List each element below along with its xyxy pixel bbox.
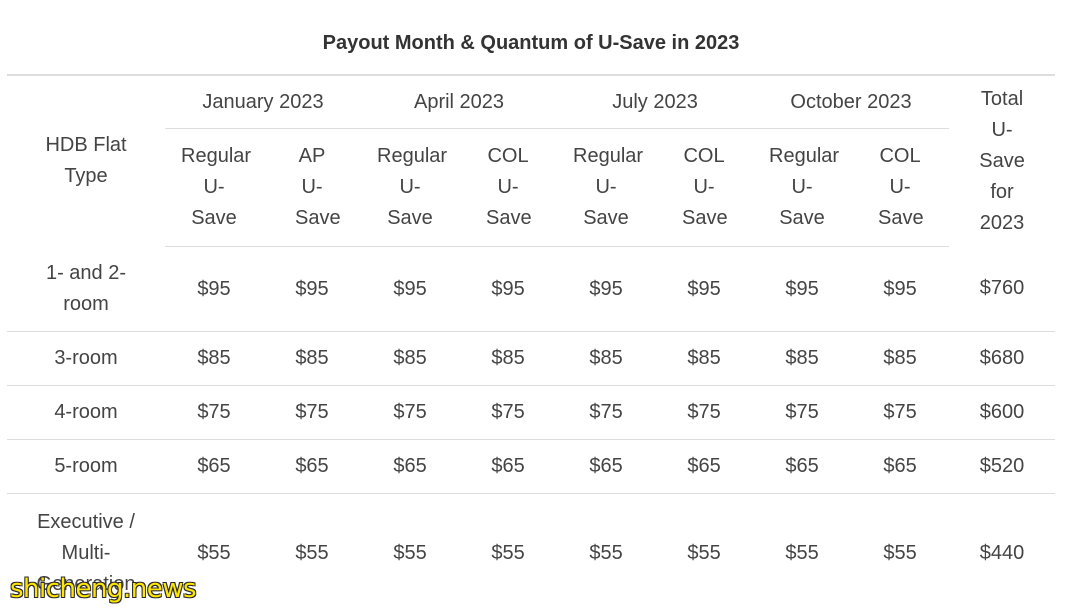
header-sub-col: COL U-Save: [655, 128, 754, 247]
value-cell: $85: [557, 331, 656, 386]
value-cell: $95: [655, 246, 754, 332]
flat-type-cell: 4-room: [7, 385, 165, 440]
value-cell: $85: [851, 331, 950, 386]
value-cell: $55: [851, 493, 950, 609]
value-cell: $95: [361, 246, 460, 332]
value-cell: $95: [263, 246, 362, 332]
header-sub-col: COL U-Save: [851, 128, 950, 247]
value-cell: $75: [655, 385, 754, 440]
table-row: 1- and 2-room $95 $95 $95 $95 $95 $95 $9…: [7, 246, 1056, 332]
value-cell: $75: [165, 385, 263, 440]
header-sub-regular: Regular U-Save: [753, 128, 852, 247]
value-cell: $65: [459, 439, 558, 494]
flat-type-cell: 5-room: [7, 439, 165, 494]
flat-type-cell: Executive / Multi-Generation: [7, 493, 165, 609]
flat-type-cell: 3-room: [7, 331, 165, 386]
total-cell: $600: [949, 385, 1056, 440]
value-cell: $95: [851, 246, 950, 332]
value-cell: $85: [263, 331, 362, 386]
value-cell: $65: [557, 439, 656, 494]
table-row: 5-room $65 $65 $65 $65 $65 $65 $65 $65 $…: [7, 439, 1056, 494]
header-total: Total U-Save for 2023: [949, 74, 1056, 247]
table-row: 4-room $75 $75 $75 $75 $75 $75 $75 $75 $…: [7, 385, 1056, 440]
header-month-april: April 2023: [361, 74, 558, 129]
value-cell: $85: [753, 331, 852, 386]
value-cell: $55: [459, 493, 558, 609]
header-month-october: October 2023: [753, 74, 950, 129]
total-cell: $520: [949, 439, 1056, 494]
value-cell: $95: [557, 246, 656, 332]
value-cell: $65: [165, 439, 263, 494]
total-cell: $440: [949, 493, 1056, 609]
value-cell: $75: [459, 385, 558, 440]
value-cell: $85: [165, 331, 263, 386]
header-row-months: HDB Flat Type January 2023 April 2023 Ju…: [7, 74, 1056, 247]
value-cell: $75: [263, 385, 362, 440]
header-sub-regular: Regular U-Save: [165, 128, 263, 247]
header-sub-regular: Regular U-Save: [361, 128, 460, 247]
flat-type-cell: 1- and 2-room: [7, 246, 165, 332]
value-cell: $55: [361, 493, 460, 609]
value-cell: $85: [655, 331, 754, 386]
header-row-subtypes: Regular U-Save AP U-Save Regular U-Save …: [7, 128, 1055, 247]
value-cell: $55: [263, 493, 362, 609]
value-cell: $55: [165, 493, 263, 609]
table-row: Executive / Multi-Generation $55 $55 $55…: [7, 493, 1056, 609]
value-cell: $75: [557, 385, 656, 440]
total-cell: $680: [949, 331, 1056, 386]
value-cell: $55: [655, 493, 754, 609]
header-sub-ap: AP U-Save: [263, 128, 362, 247]
value-cell: $85: [361, 331, 460, 386]
watermark: shicheng.news: [10, 574, 197, 604]
value-cell: $95: [753, 246, 852, 332]
value-cell: $65: [753, 439, 852, 494]
value-cell: $55: [753, 493, 852, 609]
value-cell: $65: [655, 439, 754, 494]
header-flat-type: HDB Flat Type: [7, 74, 165, 247]
value-cell: $95: [459, 246, 558, 332]
header-sub-regular: Regular U-Save: [557, 128, 656, 247]
header-month-july: July 2023: [557, 74, 754, 129]
value-cell: $65: [361, 439, 460, 494]
header-sub-col: COL U-Save: [459, 128, 558, 247]
usave-table: HDB Flat Type January 2023 April 2023 Ju…: [7, 74, 1056, 609]
total-cell: $760: [949, 246, 1056, 332]
value-cell: $65: [263, 439, 362, 494]
value-cell: $55: [557, 493, 656, 609]
value-cell: $65: [851, 439, 950, 494]
header-month-january: January 2023: [165, 74, 362, 129]
value-cell: $75: [361, 385, 460, 440]
value-cell: $85: [459, 331, 558, 386]
value-cell: $75: [753, 385, 852, 440]
value-cell: $75: [851, 385, 950, 440]
table-row: 3-room $85 $85 $85 $85 $85 $85 $85 $85 $…: [7, 331, 1056, 386]
table-caption: Payout Month & Quantum of U-Save in 2023: [322, 32, 740, 54]
value-cell: $95: [165, 246, 263, 332]
